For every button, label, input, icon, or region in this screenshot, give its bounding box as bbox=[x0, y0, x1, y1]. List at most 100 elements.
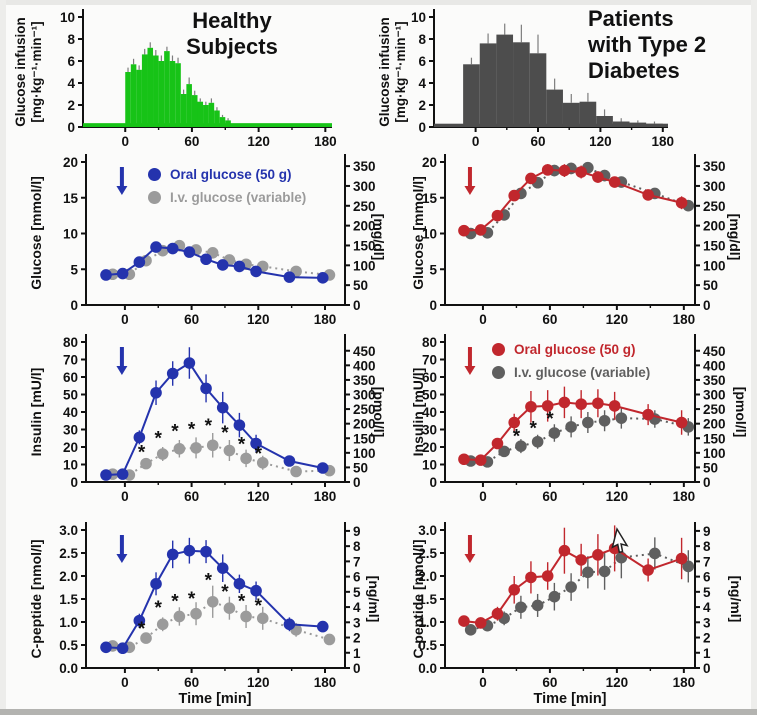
right-axis-label-glucose-healthy: [mg/dl] bbox=[371, 213, 387, 261]
svg-text:350: 350 bbox=[703, 373, 726, 388]
svg-text:0.5: 0.5 bbox=[418, 638, 437, 653]
svg-text:*: * bbox=[205, 571, 213, 592]
svg-text:*: * bbox=[138, 619, 146, 640]
svg-text:50: 50 bbox=[703, 460, 718, 475]
svg-text:1.5: 1.5 bbox=[59, 592, 78, 607]
svg-text:2: 2 bbox=[703, 631, 711, 646]
svg-text:80: 80 bbox=[422, 335, 437, 350]
svg-text:*: * bbox=[155, 598, 163, 619]
svg-text:*: * bbox=[238, 434, 246, 455]
svg-text:*: * bbox=[188, 420, 196, 441]
svg-text:120: 120 bbox=[606, 312, 629, 327]
svg-text:120: 120 bbox=[247, 312, 270, 327]
svg-text:200: 200 bbox=[353, 219, 376, 234]
svg-text:60: 60 bbox=[184, 134, 199, 149]
mouse-cursor bbox=[611, 527, 629, 554]
svg-text:1.0: 1.0 bbox=[418, 615, 437, 630]
svg-text:3: 3 bbox=[353, 615, 361, 630]
y-axis-label-insulin-healthy: Insulin [mU/l] bbox=[28, 367, 44, 457]
svg-text:50: 50 bbox=[422, 388, 437, 403]
svg-text:0: 0 bbox=[121, 312, 129, 327]
svg-text:*: * bbox=[188, 589, 196, 610]
svg-text:120: 120 bbox=[606, 489, 629, 504]
svg-text:300: 300 bbox=[703, 179, 726, 194]
svg-text:4: 4 bbox=[67, 76, 75, 91]
svg-text:80: 80 bbox=[63, 335, 78, 350]
svg-text:180: 180 bbox=[314, 134, 337, 149]
svg-text:10: 10 bbox=[63, 227, 78, 242]
svg-text:120: 120 bbox=[606, 675, 629, 690]
svg-text:2.0: 2.0 bbox=[59, 569, 78, 584]
y-axis-label-infusion-healthy: Glucose infusion [mg·kg⁻¹·min⁻¹] bbox=[13, 17, 44, 127]
svg-text:20: 20 bbox=[63, 440, 78, 455]
svg-text:0: 0 bbox=[479, 312, 487, 327]
svg-text:20: 20 bbox=[422, 440, 437, 455]
svg-text:60: 60 bbox=[530, 134, 545, 149]
svg-text:70: 70 bbox=[63, 353, 78, 368]
legend-insulin-t2d: Oral glucose (50 g) I.v. glucose (variab… bbox=[492, 338, 650, 384]
svg-text:9: 9 bbox=[703, 524, 711, 539]
svg-text:300: 300 bbox=[703, 388, 726, 403]
svg-text:450: 450 bbox=[703, 344, 726, 359]
svg-text:120: 120 bbox=[589, 134, 612, 149]
panel-insulin-t2d: 0102030405060708005010015020025030035040… bbox=[422, 334, 726, 504]
svg-text:200: 200 bbox=[703, 219, 726, 234]
screen-edge-left bbox=[0, 0, 6, 715]
right-axis-label-cpeptide-healthy: [ng/ml] bbox=[366, 575, 382, 623]
svg-text:10: 10 bbox=[422, 227, 437, 242]
svg-text:*: * bbox=[255, 596, 263, 617]
legend-item-iv-glucose: I.v. glucose (variable) bbox=[492, 361, 650, 384]
svg-text:*: * bbox=[529, 419, 537, 440]
svg-text:0: 0 bbox=[429, 475, 437, 490]
panel-title-type2-diabetes: Patients with Type 2 Diabetes bbox=[588, 6, 707, 83]
svg-text:10: 10 bbox=[411, 10, 426, 25]
svg-text:250: 250 bbox=[703, 402, 726, 417]
svg-text:150: 150 bbox=[703, 238, 726, 253]
svg-text:200: 200 bbox=[703, 417, 726, 432]
svg-text:0: 0 bbox=[121, 489, 129, 504]
svg-text:0: 0 bbox=[418, 120, 426, 135]
y-axis-label-cpeptide-t2d: C-peptide [nmol/l] bbox=[410, 539, 426, 659]
svg-text:100: 100 bbox=[703, 446, 726, 461]
screen-edge-bottom bbox=[0, 709, 757, 715]
screen-edge-right bbox=[751, 0, 757, 715]
legend-glucose-healthy: Oral glucose (50 g) I.v. glucose (variab… bbox=[148, 163, 306, 209]
svg-text:5: 5 bbox=[703, 585, 711, 600]
svg-text:180: 180 bbox=[673, 489, 696, 504]
svg-text:0: 0 bbox=[472, 134, 480, 149]
svg-text:*: * bbox=[255, 444, 263, 465]
svg-text:*: * bbox=[546, 409, 554, 430]
legend-item-oral-glucose: Oral glucose (50 g) bbox=[492, 338, 650, 361]
svg-text:2.5: 2.5 bbox=[418, 546, 437, 561]
svg-text:0: 0 bbox=[479, 675, 487, 690]
svg-text:4: 4 bbox=[418, 76, 426, 91]
legend-label: Oral glucose (50 g) bbox=[170, 167, 292, 182]
svg-text:60: 60 bbox=[184, 312, 199, 327]
svg-text:8: 8 bbox=[418, 32, 426, 47]
svg-text:0: 0 bbox=[353, 661, 361, 676]
legend-label: Oral glucose (50 g) bbox=[514, 342, 636, 357]
svg-text:200: 200 bbox=[353, 417, 376, 432]
x-axis-label-time-left: Time [min] bbox=[178, 691, 252, 707]
iv-glucose-marker-icon bbox=[148, 191, 161, 204]
y-axis-label-glucose-t2d: Glucose [mmol/l] bbox=[410, 176, 426, 290]
svg-text:100: 100 bbox=[703, 258, 726, 273]
svg-text:10: 10 bbox=[60, 10, 75, 25]
svg-text:*: * bbox=[221, 582, 229, 603]
svg-text:60: 60 bbox=[542, 489, 557, 504]
svg-text:6: 6 bbox=[353, 570, 361, 585]
oral-glucose-marker-icon bbox=[148, 168, 161, 181]
svg-text:0: 0 bbox=[121, 675, 129, 690]
svg-text:0: 0 bbox=[70, 475, 78, 490]
svg-text:2.0: 2.0 bbox=[418, 569, 437, 584]
right-axis-label-insulin-t2d: [pmol/l] bbox=[733, 386, 749, 438]
svg-text:350: 350 bbox=[703, 159, 726, 174]
svg-text:100: 100 bbox=[353, 258, 376, 273]
svg-text:4: 4 bbox=[353, 600, 361, 615]
svg-text:40: 40 bbox=[422, 405, 437, 420]
